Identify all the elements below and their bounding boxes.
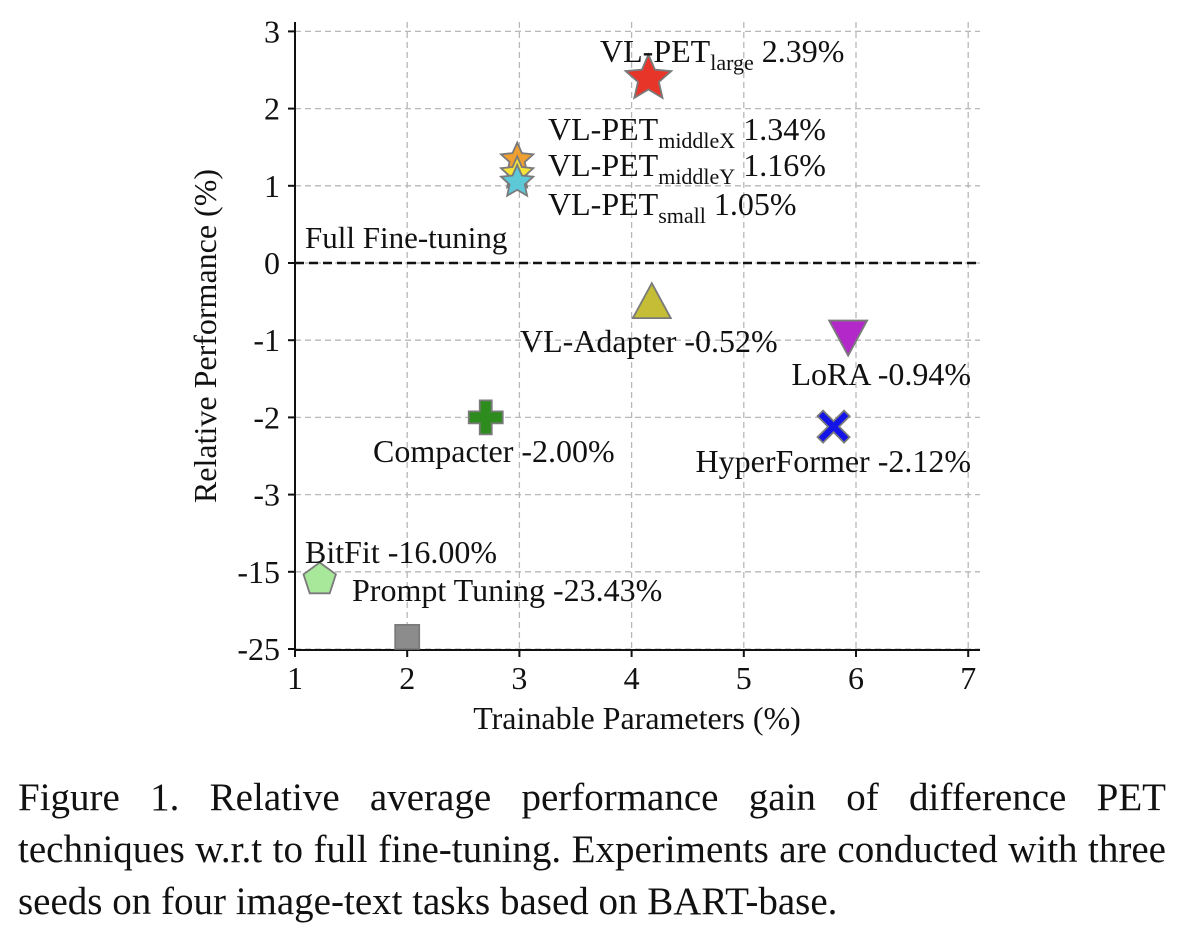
y-tick-label: -15 xyxy=(237,554,280,590)
compacter-marker xyxy=(467,399,504,436)
bitfit-marker xyxy=(302,561,337,595)
x-tick-label: 4 xyxy=(624,660,640,696)
y-tick-label: 0 xyxy=(264,245,280,281)
vl-pet-middley-label: VL-PETmiddleY 1.16% xyxy=(548,147,826,189)
x-tick-label: 7 xyxy=(960,660,976,696)
y-axis-label: Relative Performance (%) xyxy=(187,169,223,503)
y-tick-label: -25 xyxy=(237,631,280,667)
bitfit-label: BitFit -16.00% xyxy=(305,534,497,570)
compacter-label: Compacter -2.00% xyxy=(373,433,615,469)
x-tick-label: 2 xyxy=(399,660,415,696)
figure-caption: Figure 1. Relative average performance g… xyxy=(18,776,1166,923)
x-axis-label: Trainable Parameters (%) xyxy=(473,700,801,736)
data-markers xyxy=(302,52,869,650)
x-tick-label: 1 xyxy=(287,660,303,696)
y-tick-label: -3 xyxy=(253,477,280,513)
vl-pet-large-marker xyxy=(623,52,674,100)
y-tick-label: 2 xyxy=(264,91,280,127)
x-tick-label: 5 xyxy=(736,660,752,696)
prompt-tuning-marker xyxy=(394,623,421,650)
lora-label: LoRA -0.94% xyxy=(791,356,971,392)
vl-pet-small-label: VL-PETsmall 1.05% xyxy=(548,186,797,228)
vl-adapter-label: VL-Adapter -0.52% xyxy=(520,323,778,359)
full-fine-tuning-label: Full Fine-tuning xyxy=(305,220,507,255)
x-tick-label: 6 xyxy=(848,660,864,696)
lora-marker xyxy=(827,319,869,358)
x-tick-label: 3 xyxy=(511,660,527,696)
prompt-tuning-label: Prompt Tuning -23.43% xyxy=(352,572,662,608)
hyperformer-marker xyxy=(816,409,851,444)
vl-pet-small-marker xyxy=(498,162,536,198)
vl-pet-middlex-label: VL-PETmiddleX 1.34% xyxy=(548,111,826,153)
y-tick-label: 1 xyxy=(264,168,280,204)
scatter-chart: Full Fine-tuning 1 2 3 4 5 6 7 3 2 1 0 -1 -2 -3 -15 -25… xyxy=(187,13,980,736)
vl-adapter-marker xyxy=(631,281,673,320)
y-tick-label: 3 xyxy=(264,13,280,49)
vl-pet-large-label: VL-PETlarge 2.39% xyxy=(600,33,844,75)
y-tick-label: -2 xyxy=(253,399,280,435)
reference-line-group: Full Fine-tuning xyxy=(295,220,980,265)
hyperformer-label: HyperFormer -2.12% xyxy=(696,443,971,479)
axes: 1 2 3 4 5 6 7 3 2 1 0 -1 -2 -3 -15 -25 Trainable Paramet… xyxy=(187,13,980,736)
data-labels: VL-PETlarge 2.39%VL-PETmiddleX 1.34%VL-P… xyxy=(305,33,971,608)
y-tick-label: -1 xyxy=(253,322,280,358)
